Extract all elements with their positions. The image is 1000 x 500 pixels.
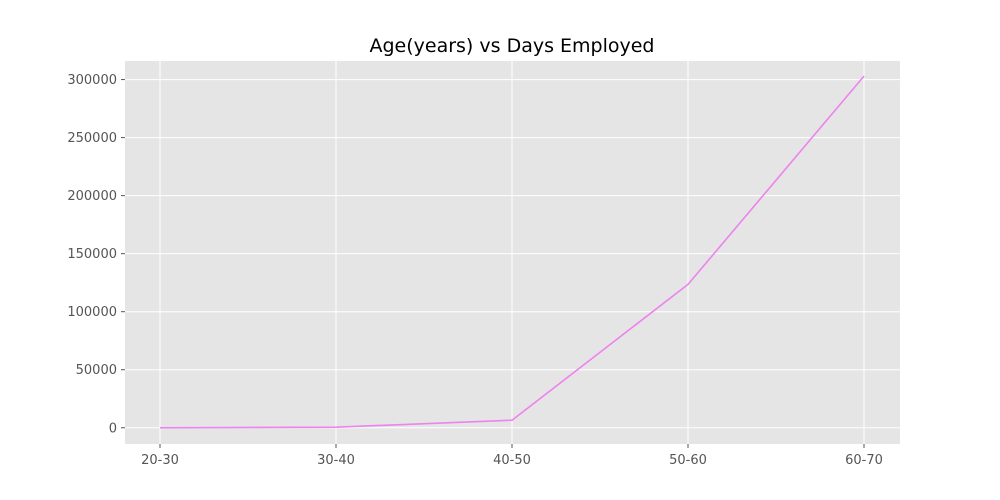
- series-line: [159, 75, 865, 429]
- x-tick-label: 40-50: [493, 453, 531, 468]
- x-tick-label: 60-70: [845, 453, 883, 468]
- series-layer: [159, 75, 865, 429]
- x-tick-label: 30-40: [317, 453, 355, 468]
- y-tick-label: 100000: [67, 305, 117, 320]
- y-tick-label: 0: [109, 421, 117, 436]
- x-tick-label: 50-60: [669, 453, 707, 468]
- x-tick-label: 20-30: [141, 453, 179, 468]
- y-tick-label: 150000: [67, 247, 117, 262]
- axis-ticks: 0 50000 100000 150000 200000 250000 300000 20-3…: [67, 73, 883, 468]
- grid-lines: [125, 61, 900, 444]
- chart-title: Age(years) vs Days Employed: [369, 35, 654, 57]
- y-tick-label: 250000: [67, 131, 117, 146]
- y-tick-label: 50000: [76, 363, 117, 378]
- y-tick-label: 300000: [67, 73, 117, 88]
- y-tick-label: 200000: [67, 189, 117, 204]
